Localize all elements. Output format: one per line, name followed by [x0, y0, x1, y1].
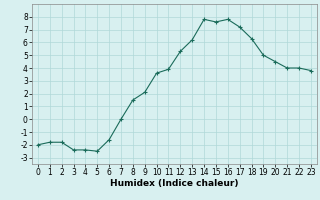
X-axis label: Humidex (Indice chaleur): Humidex (Indice chaleur)	[110, 179, 239, 188]
